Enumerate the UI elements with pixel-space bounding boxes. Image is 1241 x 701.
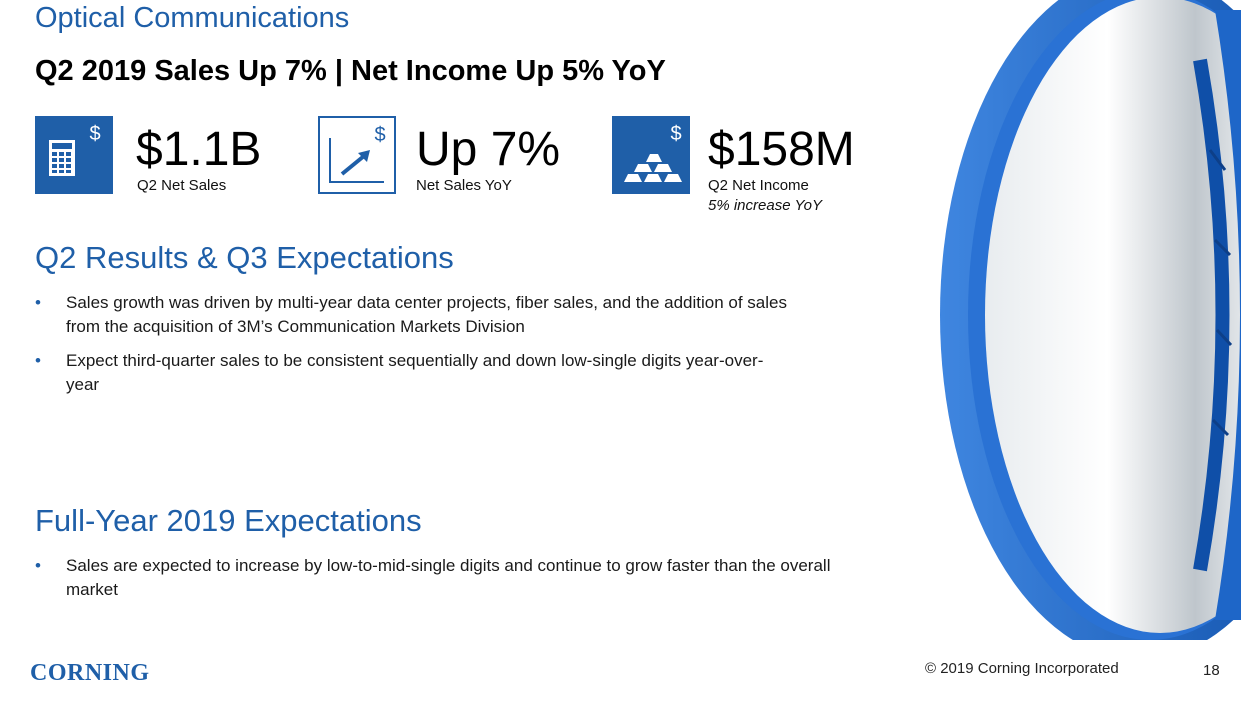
section-heading-q2-results: Q2 Results & Q3 Expectations: [35, 240, 454, 275]
kpi-net-income-value: $158M: [708, 123, 855, 176]
svg-text:$: $: [89, 123, 100, 145]
q2-results-bullet-list: • Sales growth was driven by multi-year …: [35, 291, 825, 407]
kpi-net-income-label: Q2 Net Income: [708, 177, 809, 194]
bullet-dot: •: [35, 556, 41, 575]
slide-title: Optical Communications: [35, 2, 350, 34]
corning-logo: CORNING: [30, 660, 150, 686]
page-number: 18: [1203, 662, 1220, 679]
kpi-net-sales-label: Q2 Net Sales: [137, 177, 227, 194]
section-heading-full-year: Full-Year 2019 Expectations: [35, 503, 422, 538]
kpi-yoy-label: Net Sales YoY: [416, 177, 512, 194]
trend-up-dollar-icon: $: [318, 116, 396, 194]
list-item: • Sales growth was driven by multi-year …: [35, 291, 825, 339]
list-item: • Sales are expected to increase by low-…: [35, 554, 880, 602]
gold-bars-dollar-icon: $: [612, 116, 690, 194]
kpi-yoy-value: Up 7%: [416, 123, 561, 176]
bullet-text: Sales growth was driven by multi-year da…: [66, 293, 787, 336]
fiber-spool-image: [925, 0, 1241, 660]
bullet-dot: •: [35, 351, 41, 370]
bullet-dot: •: [35, 293, 41, 312]
svg-text:$: $: [374, 124, 385, 146]
list-item: • Expect third-quarter sales to be consi…: [35, 349, 825, 397]
calculator-dollar-icon: $: [35, 116, 113, 194]
bullet-text: Sales are expected to increase by low-to…: [66, 556, 831, 599]
svg-text:$: $: [670, 123, 681, 145]
slide-subtitle: Q2 2019 Sales Up 7% | Net Income Up 5% Y…: [35, 55, 666, 87]
bullet-text: Expect third-quarter sales to be consist…: [66, 351, 764, 394]
kpi-net-sales-value: $1.1B: [136, 123, 262, 176]
full-year-bullet-list: • Sales are expected to increase by low-…: [35, 554, 880, 612]
kpi-net-income-note: 5% increase YoY: [708, 197, 822, 214]
copyright-text: © 2019 Corning Incorporated: [925, 660, 1119, 677]
